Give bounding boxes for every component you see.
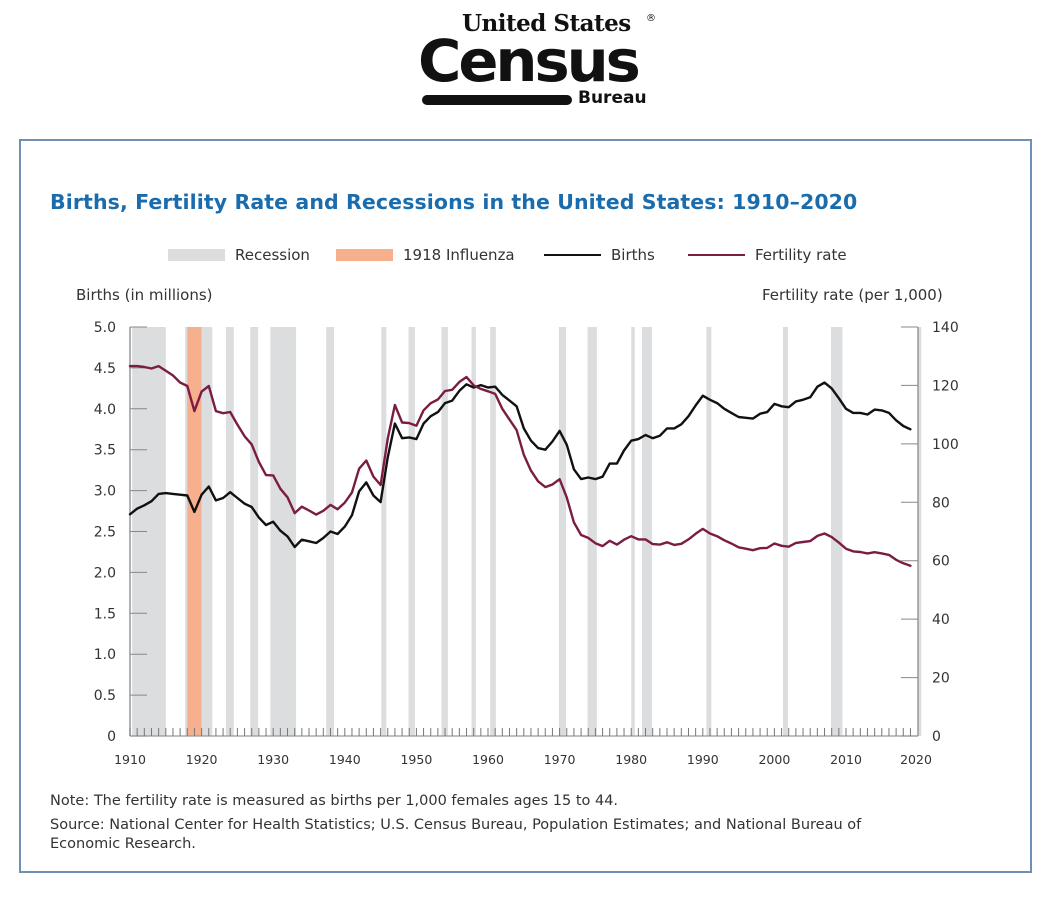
logo-bureau: Bureau — [578, 88, 647, 108]
y-tick-label-left: 0 — [107, 729, 116, 745]
legend-swatch-recession — [168, 249, 225, 261]
recession-band — [441, 327, 448, 736]
y-tick-label-right: 20 — [932, 671, 950, 687]
legend-item-influenza: 1918 Influenza — [336, 244, 515, 266]
y-tick-label-right: 40 — [932, 612, 950, 628]
recession-band — [641, 327, 652, 736]
y-tick-label-right: 80 — [932, 495, 950, 511]
recession-band — [631, 327, 635, 736]
legend-label-influenza: 1918 Influenza — [403, 246, 515, 264]
recession-band — [381, 327, 387, 736]
y-tick-label-right: 140 — [932, 320, 959, 336]
chart-note: Note: The fertility rate is measured as … — [50, 793, 619, 809]
y-axis-right-title: Fertility rate (per 1,000) — [762, 286, 943, 304]
influenza-band — [187, 327, 202, 736]
y-tick-label-left: 0.5 — [94, 688, 116, 704]
logo-registered-mark: ® — [646, 13, 656, 24]
x-tick-label: 1980 — [615, 752, 647, 767]
x-tick-label: 1920 — [186, 752, 218, 767]
x-tick-label: 1940 — [329, 752, 361, 767]
y-tick-label-left: 3.5 — [94, 443, 116, 459]
y-tick-label-left: 3.0 — [94, 484, 116, 500]
legend-item-births: Births — [544, 244, 655, 266]
chart-source: Source: National Center for Health Stati… — [50, 817, 862, 833]
recession-band — [250, 327, 259, 736]
y-tick-label-left: 5.0 — [94, 320, 116, 336]
recession-band — [587, 327, 597, 736]
y-tick-label-right: 60 — [932, 554, 950, 570]
chart-source-continued: Economic Research. — [50, 836, 196, 852]
legend-item-fertility: Fertility rate — [688, 244, 847, 266]
x-tick-label: 1950 — [400, 752, 432, 767]
legend-item-recession: Recession — [168, 244, 310, 266]
recession-band — [490, 327, 496, 736]
logo-bar — [422, 95, 572, 105]
y-tick-label-left: 1.0 — [94, 647, 116, 663]
x-tick-label: 1910 — [114, 752, 146, 767]
y-tick-label-right: 100 — [932, 437, 959, 453]
legend-label-recession: Recession — [235, 246, 310, 264]
x-tick-label: 2020 — [900, 752, 932, 767]
recession-band — [918, 327, 922, 736]
x-tick-label: 1990 — [687, 752, 719, 767]
births-line — [128, 381, 912, 549]
recession-band — [830, 327, 843, 736]
recession-band — [201, 327, 213, 736]
chart-frame — [19, 139, 1032, 873]
y-tick-label-left: 4.0 — [94, 402, 116, 418]
x-tick-label: 1930 — [257, 752, 289, 767]
logo-united-states: United States — [462, 10, 631, 37]
y-tick-label-left: 2.0 — [94, 565, 116, 581]
logo-census: Census — [418, 27, 641, 95]
y-tick-label-left: 1.5 — [94, 606, 116, 622]
recession-band — [782, 327, 789, 736]
legend-line-births — [544, 254, 601, 256]
x-tick-label: 1960 — [472, 752, 504, 767]
recession-band — [558, 327, 567, 736]
legend-label-births: Births — [611, 246, 655, 264]
x-tick-label: 1970 — [544, 752, 576, 767]
x-tick-label: 2000 — [758, 752, 790, 767]
legend-label-fertility: Fertility rate — [755, 246, 847, 264]
census-bureau-logo: United States ® Census Bureau — [418, 10, 658, 110]
chart-title: Births, Fertility Rate and Recessions in… — [50, 190, 858, 214]
x-tick-label: 2010 — [830, 752, 862, 767]
recession-band — [185, 327, 189, 736]
fertility-rate-line — [128, 364, 912, 567]
recession-band — [471, 327, 476, 736]
y-tick-label-right: 120 — [932, 378, 959, 394]
legend-line-fertility — [688, 254, 745, 256]
y-tick-label-left: 2.5 — [94, 525, 116, 541]
recession-band — [408, 327, 415, 736]
y-axis-left-title: Births (in millions) — [76, 286, 213, 304]
legend-swatch-influenza — [336, 249, 393, 261]
y-tick-label-left: 4.5 — [94, 361, 116, 377]
y-tick-label-right: 0 — [932, 729, 941, 745]
recession-band — [225, 327, 234, 736]
